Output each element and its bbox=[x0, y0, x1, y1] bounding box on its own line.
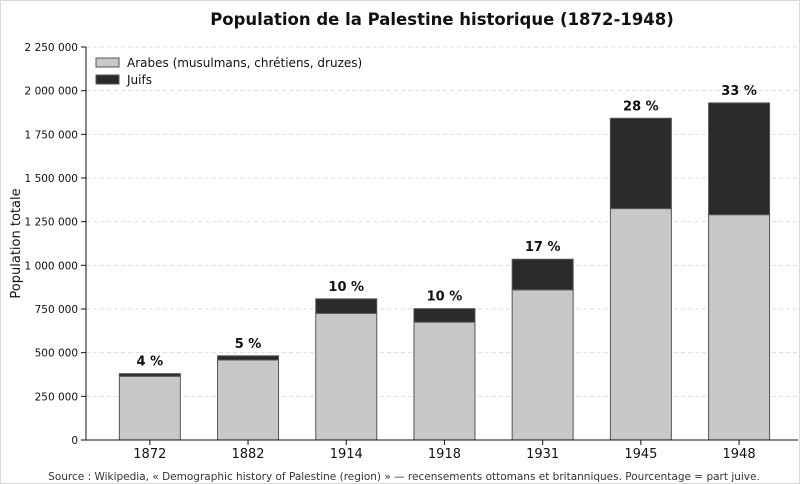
percentage-label: 28 % bbox=[623, 99, 659, 114]
bar-arabes bbox=[708, 214, 771, 441]
y-axis-ticks: 0 250 000 500 000 750 000 1 000 000 1 250 000… bbox=[25, 42, 86, 447]
x-axis-ticks: 1872 1882 1914 1918 1931 1945 1948 bbox=[133, 440, 756, 462]
x-tick-label: 1948 bbox=[723, 447, 756, 462]
bar-arabes bbox=[413, 321, 476, 441]
bar-arabes bbox=[315, 312, 378, 441]
legend: Arabes (musulmans, chrétiens, druzes) Ju… bbox=[95, 56, 362, 87]
percentage-labels: 4 % 5 % 10 % 10 % 17 % 28 % 33 % bbox=[137, 84, 757, 370]
y-tick-label: 1 250 000 bbox=[25, 217, 78, 229]
bar-juifs bbox=[118, 373, 181, 377]
bar-arabes bbox=[118, 375, 181, 441]
x-tick-label: 1918 bbox=[428, 447, 461, 462]
y-tick-label: 0 bbox=[71, 435, 78, 447]
y-tick-label: 250 000 bbox=[35, 391, 78, 403]
y-axis-label: Population totale bbox=[9, 188, 24, 298]
y-tick-label: 2 000 000 bbox=[25, 86, 78, 98]
y-tick-label: 1 750 000 bbox=[25, 129, 78, 141]
bar-juifs bbox=[511, 258, 574, 291]
legend-label-arabes: Arabes (musulmans, chrétiens, druzes) bbox=[127, 56, 362, 70]
bar-juifs bbox=[609, 117, 672, 210]
y-tick-label: 750 000 bbox=[35, 304, 78, 316]
legend-swatch-arabes bbox=[95, 57, 120, 68]
y-tick-label: 2 250 000 bbox=[25, 42, 78, 54]
bar-arabes bbox=[511, 289, 574, 441]
y-tick-label: 1 500 000 bbox=[25, 173, 78, 185]
bar-juifs bbox=[217, 355, 280, 361]
bar-arabes bbox=[609, 208, 672, 441]
bar-arabes bbox=[217, 359, 280, 441]
bar-juifs bbox=[708, 102, 771, 216]
bar-juifs bbox=[315, 298, 378, 314]
x-tick-label: 1945 bbox=[624, 447, 657, 462]
x-tick-label: 1882 bbox=[231, 447, 264, 462]
bar-juifs bbox=[413, 308, 476, 323]
percentage-label: 10 % bbox=[427, 290, 463, 305]
percentage-label: 17 % bbox=[525, 240, 561, 255]
y-tick-label: 1 000 000 bbox=[25, 260, 78, 272]
source-note: Source : Wikipedia, « Demographic histor… bbox=[48, 471, 760, 483]
legend-swatch-juifs bbox=[95, 74, 120, 85]
x-tick-label: 1914 bbox=[330, 447, 363, 462]
y-tick-label: 500 000 bbox=[35, 348, 78, 360]
percentage-label: 33 % bbox=[721, 84, 757, 99]
chart-title: Population de la Palestine historique (1… bbox=[210, 10, 674, 29]
axes bbox=[85, 47, 798, 441]
percentage-label: 10 % bbox=[328, 280, 364, 295]
percentage-label: 5 % bbox=[235, 337, 262, 352]
x-tick-label: 1931 bbox=[526, 447, 559, 462]
x-tick-label: 1872 bbox=[133, 447, 166, 462]
percentage-label: 4 % bbox=[137, 355, 164, 370]
legend-label-juifs: Juifs bbox=[126, 73, 152, 87]
bars bbox=[118, 102, 771, 441]
